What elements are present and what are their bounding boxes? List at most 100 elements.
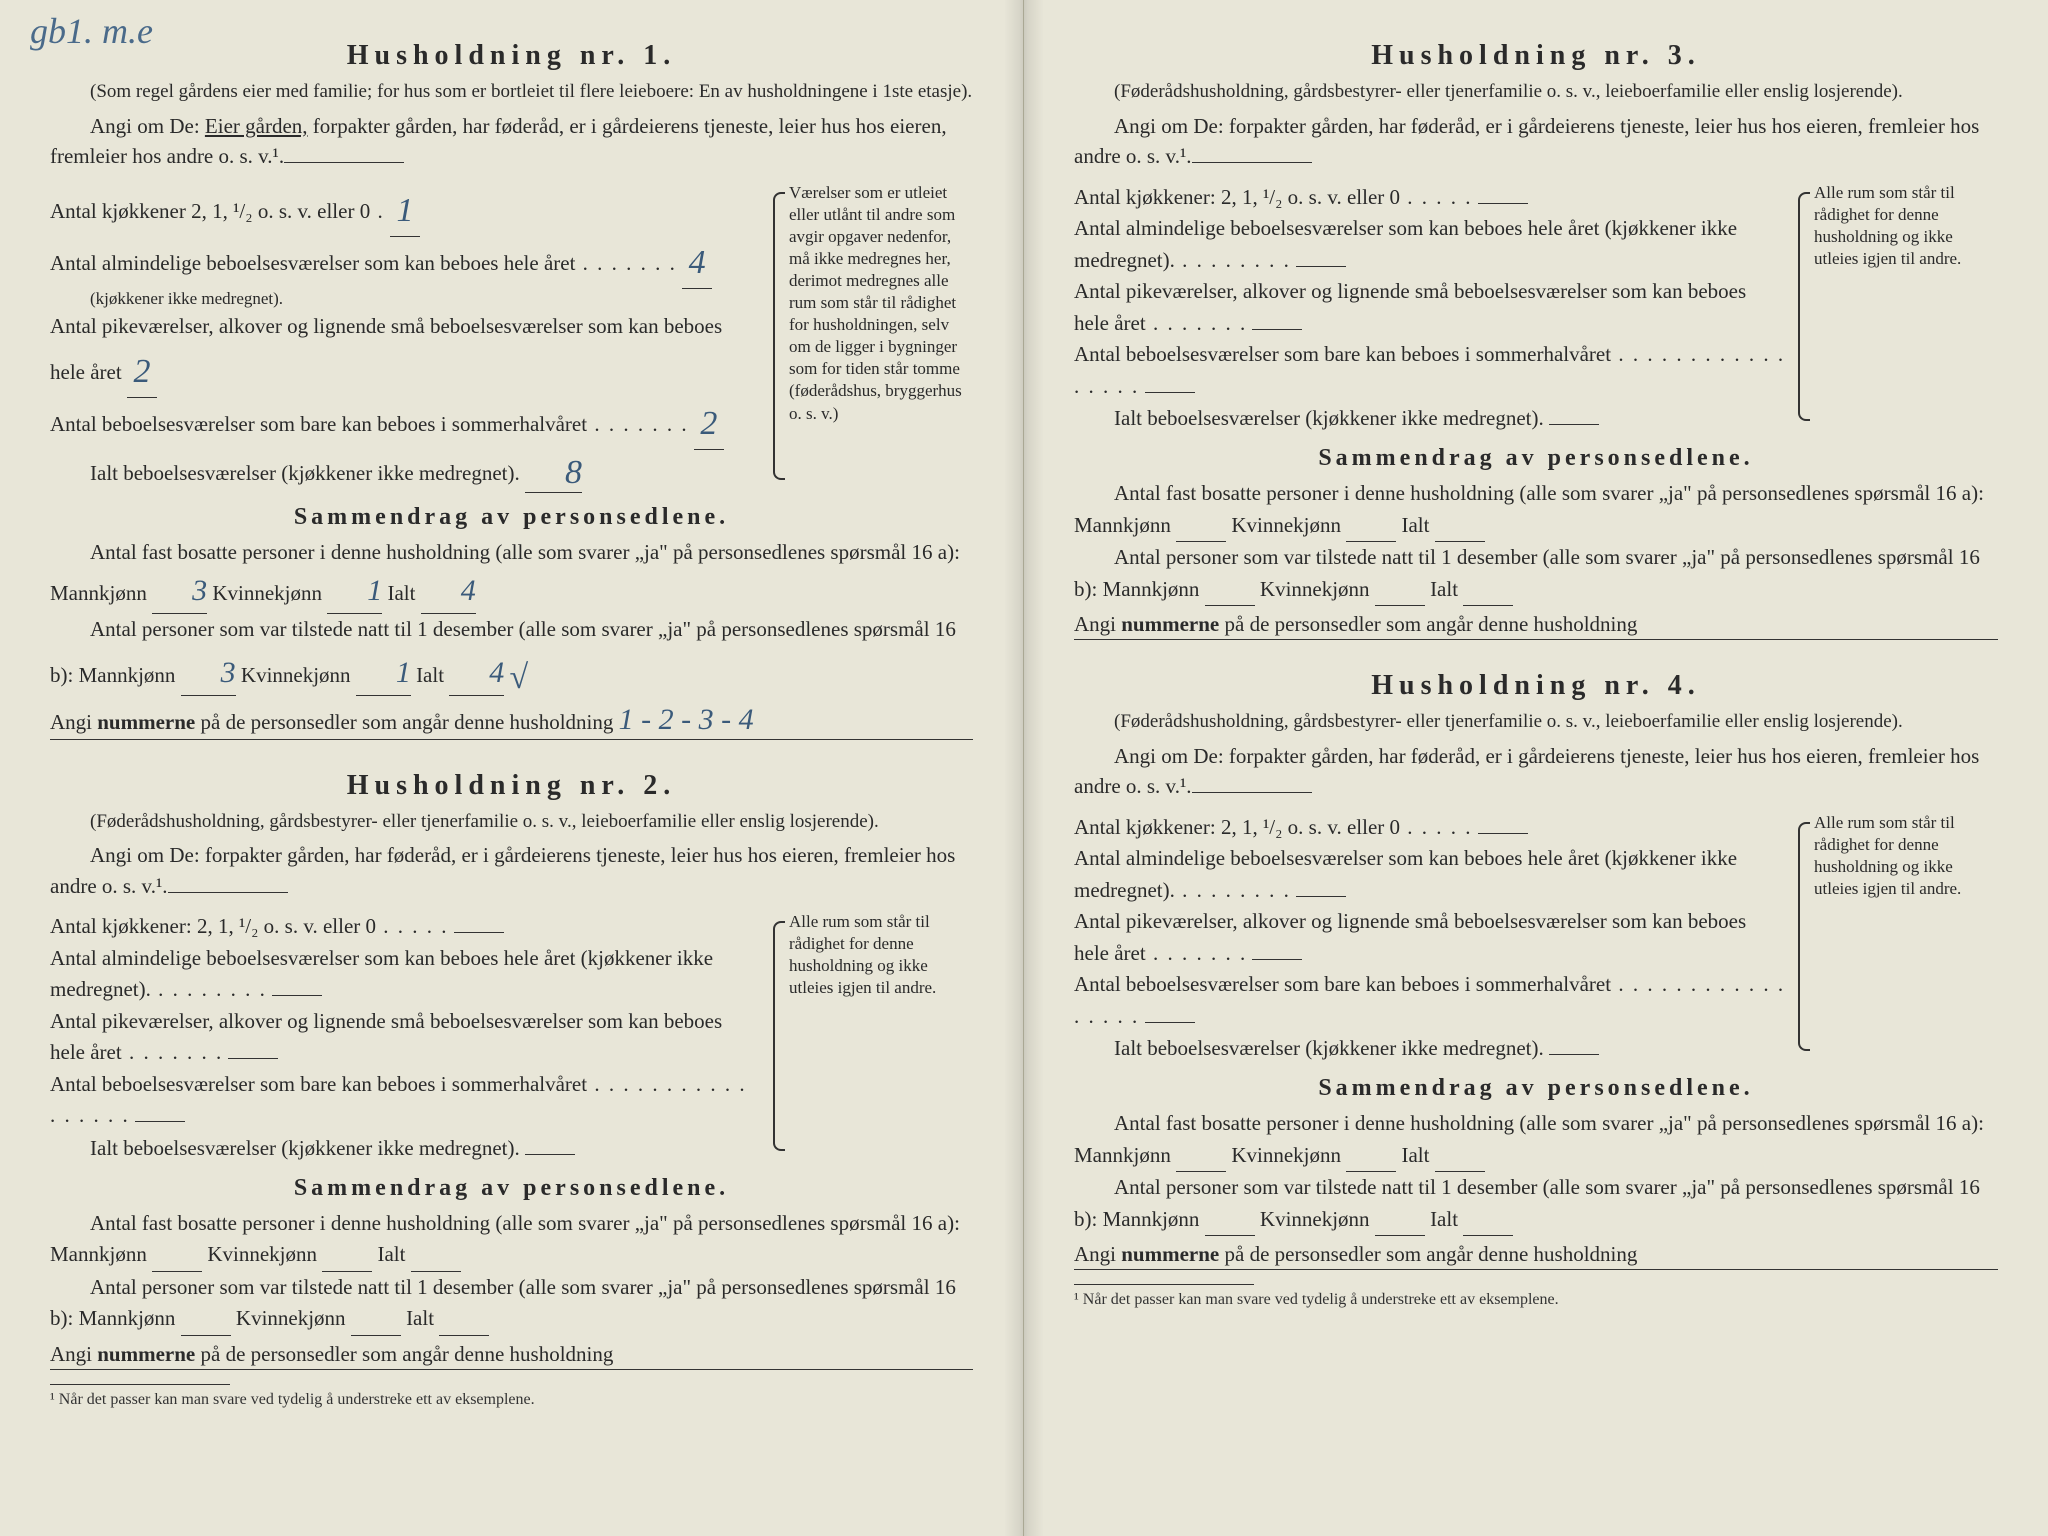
prompt-fill: [1192, 792, 1312, 793]
household-3-title: Husholdning nr. 3.: [1074, 40, 1998, 72]
p16b-k-2: [351, 1303, 401, 1336]
p16a-i-1: 4: [421, 568, 476, 614]
household-2: Husholdning nr. 2. (Føderådshusholdning,…: [50, 770, 973, 1409]
footnote-left: ¹ Når det passer kan man svare ved tydel…: [50, 1391, 973, 1409]
angi-pre: Angi: [1074, 1242, 1121, 1266]
room-label-1-0: Antal kjøkkener 2, 1, ¹/₂ o. s. v. eller…: [50, 199, 370, 223]
summary-title-1: Sammendrag av personsedlene.: [50, 504, 973, 531]
angi-pre: Angi: [1074, 612, 1121, 636]
dots: . . . . . . .: [575, 251, 677, 275]
p16b-m-3: [1205, 574, 1255, 607]
room-label-3-1: Antal almindelige beboelsesværelser som …: [1074, 216, 1737, 272]
i-label: Ialt: [406, 1306, 434, 1330]
rooms-left-3: Antal kjøkkener: 2, 1, ¹/₂ o. s. v. elle…: [1074, 182, 1786, 432]
rooms-left-4: Antal kjøkkener: 2, 1, ¹/₂ o. s. v. elle…: [1074, 812, 1786, 1062]
rooms-side-note-4: Alle rum som står til rådighet for denne…: [1798, 812, 1998, 1062]
angi-val-1: 1 - 2 - 3 - 4: [619, 703, 754, 736]
i-label: Ialt: [1430, 577, 1458, 601]
dots: . . . . . . . .: [151, 977, 267, 1001]
room-val-3-0: [1478, 203, 1528, 204]
summary-title-4: Sammendrag av personsedlene.: [1074, 1075, 1998, 1102]
room-label-2-1: Antal almindelige beboelsesværelser som …: [50, 946, 713, 1002]
room-val-4-3: [1145, 1022, 1195, 1023]
side-note-text-1: Værelser som er utleiet eller utlånt til…: [789, 183, 962, 423]
room-label-3-0: Antal kjøkkener: 2, 1, ¹/₂ o. s. v. elle…: [1074, 185, 1400, 209]
room-val-4-1: [1296, 896, 1346, 897]
p16a-3: Antal fast bosatte personer i denne hush…: [1074, 478, 1998, 542]
angi-post: på de personsedler som angår denne husho…: [1219, 1242, 1637, 1266]
prompt-underline: Eier gården,: [205, 114, 308, 138]
angi-bold: nummerne: [97, 1342, 195, 1366]
rooms-side-note-3: Alle rum som står til rådighet for denne…: [1798, 182, 1998, 432]
angi-line-4: Angi nummerne på de personsedler som ang…: [1074, 1242, 1998, 1270]
side-note-text-3: Alle rum som står til rådighet for denne…: [1814, 183, 1961, 268]
angi-pre: Angi: [50, 1342, 97, 1366]
household-4-title: Husholdning nr. 4.: [1074, 670, 1998, 702]
room-val-4-0: [1478, 833, 1528, 834]
p16a-m-3: [1176, 510, 1226, 543]
household-1-prompt: Angi om De: Eier gården, forpakter gårde…: [50, 111, 973, 172]
room-val-2-1: [272, 995, 322, 996]
household-1-subtext: (Som regel gårdens eier med familie; for…: [50, 80, 973, 105]
room-label-4-3: Antal beboelsesværelser som bare kan beb…: [1074, 972, 1611, 996]
room-label-4-0: Antal kjøkkener: 2, 1, ¹/₂ o. s. v. elle…: [1074, 815, 1400, 839]
angi-bold: nummerne: [1121, 612, 1219, 636]
k-label: Kvinnekjønn: [1231, 513, 1341, 537]
ialt-label-4: Ialt beboelsesværelser (kjøkkener ikke m…: [1114, 1036, 1544, 1060]
dots: . . . . .: [1400, 815, 1473, 839]
p16a-k-1: 1: [327, 568, 382, 614]
dots: . . . . .: [376, 914, 449, 938]
brace-icon: [1798, 822, 1810, 1052]
room-val-3-1: [1296, 266, 1346, 267]
p16b-i-4: [1463, 1204, 1513, 1237]
household-2-subtext: (Føderådshusholdning, gårdsbestyrer- ell…: [50, 810, 973, 835]
p16b-i-2: [439, 1303, 489, 1336]
i-label: Ialt: [1401, 513, 1429, 537]
dots: . . . . . . .: [122, 1040, 224, 1064]
checkmark-icon: √: [510, 659, 529, 696]
footnote-rule: [1074, 1284, 1254, 1285]
rooms-block-3: Antal kjøkkener: 2, 1, ¹/₂ o. s. v. elle…: [1074, 182, 1998, 432]
k-label: Kvinnekjønn: [1260, 577, 1370, 601]
angi-line-2: Angi nummerne på de personsedler som ang…: [50, 1342, 973, 1370]
household-3-subtext: (Føderådshusholdning, gårdsbestyrer- ell…: [1074, 80, 1998, 105]
room-val-1-1: 4: [682, 237, 712, 289]
rooms-block-2: Antal kjøkkener: 2, 1, ¹/₂ o. s. v. elle…: [50, 911, 973, 1161]
p16a-i-4: [1435, 1140, 1485, 1173]
household-1: Husholdning nr. 1. (Som regel gårdens ei…: [50, 40, 973, 740]
p16a-k-4: [1346, 1140, 1396, 1173]
p16b-m-1: 3: [181, 650, 236, 696]
rooms-left-2: Antal kjøkkener: 2, 1, ¹/₂ o. s. v. elle…: [50, 911, 761, 1161]
p16b-3: Antal personer som var tilstede natt til…: [1074, 542, 1998, 606]
room-val-1-3: 2: [694, 398, 724, 450]
dots: . . . . . . .: [587, 412, 689, 436]
ialt-val-3: [1549, 424, 1599, 425]
angi-pre: Angi: [50, 710, 97, 734]
rooms-block-1: Antal kjøkkener 2, 1, ¹/₂ o. s. v. eller…: [50, 182, 973, 490]
brace-icon: [773, 192, 785, 480]
room-val-1-0: 1: [390, 185, 420, 237]
p16a-k-2: [322, 1239, 372, 1272]
room-val-2-2: [228, 1058, 278, 1059]
room-label-2-3: Antal beboelsesværelser som bare kan beb…: [50, 1072, 587, 1096]
prompt-fill: [284, 162, 404, 163]
household-3-prompt: Angi om De: forpakter gården, har føderå…: [1074, 111, 1998, 172]
summary-title-2: Sammendrag av personsedlene.: [50, 1175, 973, 1202]
page-right: Husholdning nr. 3. (Føderådshusholdning,…: [1024, 0, 2048, 1536]
household-4: Husholdning nr. 4. (Føderådshusholdning,…: [1074, 670, 1998, 1309]
k-label: Kvinnekjønn: [236, 1306, 346, 1330]
household-1-title: Husholdning nr. 1.: [50, 40, 973, 72]
room-note-1-1: (kjøkkener ikke medregnet).: [50, 286, 761, 312]
dots: . . . . . . .: [1146, 311, 1248, 335]
room-val-3-3: [1145, 392, 1195, 393]
i-label: Ialt: [387, 581, 415, 605]
household-2-title: Husholdning nr. 2.: [50, 770, 973, 802]
room-label-4-1: Antal almindelige beboelsesværelser som …: [1074, 846, 1737, 902]
room-val-1-2: 2: [127, 346, 157, 398]
angi-post: på de personsedler som angår denne husho…: [1219, 612, 1637, 636]
ialt-label-3: Ialt beboelsesværelser (kjøkkener ikke m…: [1114, 406, 1544, 430]
p16a-m-4: [1176, 1140, 1226, 1173]
prompt-fill: [168, 892, 288, 893]
angi-line-3: Angi nummerne på de personsedler som ang…: [1074, 612, 1998, 640]
rooms-left-1: Antal kjøkkener 2, 1, ¹/₂ o. s. v. eller…: [50, 182, 761, 490]
